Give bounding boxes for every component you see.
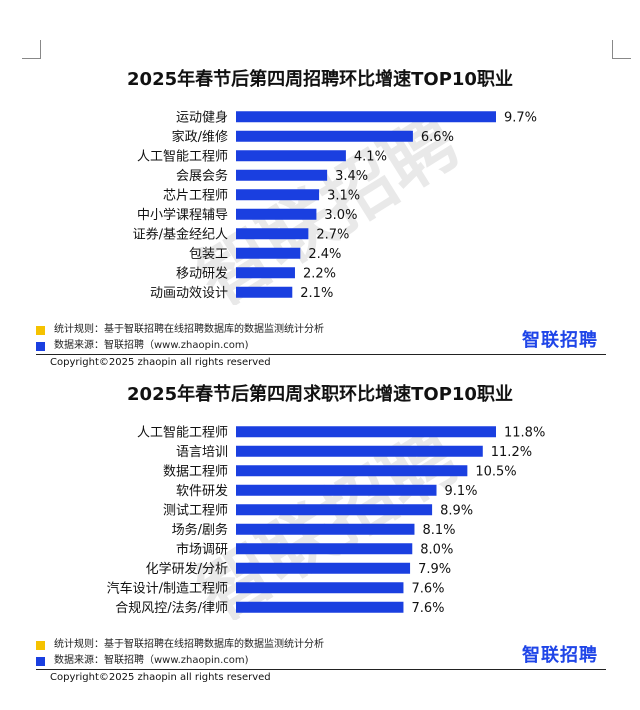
bar — [236, 208, 317, 220]
bar — [236, 267, 295, 279]
value-label: 7.6% — [411, 601, 444, 616]
jobseeker-growth-chart: 智联招聘 人工智能工程师 11.8%语言培训 11.2%数据工程师 10.5%软件研发… — [107, 415, 546, 620]
chart-title: 2025年春节后第四周求职环比增速TOP10职业 — [127, 384, 513, 405]
value-label: 9.7% — [504, 110, 537, 125]
chart-title: 2025年春节后第四周招聘环比增速TOP10职业 — [127, 69, 513, 90]
bar — [236, 150, 346, 162]
value-label: 8.9% — [440, 503, 473, 518]
bar — [236, 523, 415, 535]
category-label: 包装工 — [189, 247, 228, 262]
bar — [236, 445, 483, 457]
category-label: 测试工程师 — [163, 503, 228, 518]
category-label: 市场调研 — [176, 541, 228, 557]
category-label: 芯片工程师 — [163, 188, 228, 203]
source-marker-icon — [36, 341, 45, 351]
footer-notes: 统计规则：基于智联招聘在线招聘数据库的数据监测统计分析 数据来源：智联招聘（ww… — [36, 322, 324, 354]
source-note: 数据来源：智联招聘（www.zhaopin.com) — [36, 338, 324, 354]
rule-note: 统计规则：基于智联招聘在线招聘数据库的数据监测统计分析 — [36, 322, 324, 338]
category-label: 汽车设计/制造工程师 — [107, 580, 228, 596]
source-note: 数据来源：智联招聘（www.zhaopin.com) — [36, 653, 324, 669]
copyright: Copyright©2025 zhaopin all rights reserv… — [50, 672, 271, 683]
bar — [236, 562, 411, 574]
category-label: 证券/基金经纪人 — [133, 226, 228, 242]
category-label: 家政/维修 — [172, 129, 228, 145]
value-label: 3.1% — [327, 188, 360, 203]
value-label: 2.1% — [300, 286, 333, 301]
value-label: 11.2% — [491, 445, 532, 460]
category-label: 软件研发 — [176, 483, 228, 499]
bar — [236, 228, 309, 240]
footer-divider — [36, 669, 606, 670]
rule-text: 统计规则：基于智联招聘在线招聘数据库的数据监测统计分析 — [54, 639, 324, 650]
bar — [236, 189, 320, 201]
value-label: 2.7% — [316, 227, 349, 242]
crop-mark-top-right — [612, 40, 631, 59]
bar — [236, 601, 404, 613]
value-label: 11.8% — [504, 425, 545, 440]
bar — [236, 169, 328, 181]
value-label: 4.1% — [354, 149, 387, 164]
value-label: 7.6% — [411, 581, 444, 596]
copyright: Copyright©2025 zhaopin all rights reserv… — [50, 357, 271, 368]
bar — [236, 130, 413, 142]
bar — [236, 504, 433, 516]
rule-text: 统计规则：基于智联招聘在线招聘数据库的数据监测统计分析 — [54, 324, 324, 335]
footer-divider — [36, 354, 606, 355]
source-text: 数据来源：智联招聘（www.zhaopin.com) — [54, 655, 249, 666]
category-label: 中小学课程辅导 — [137, 207, 228, 223]
category-label: 语言培训 — [176, 444, 228, 460]
value-label: 2.2% — [303, 266, 336, 281]
category-label: 数据工程师 — [163, 464, 228, 479]
category-label: 化学研发/分析 — [146, 561, 228, 577]
zhaopin-logo: 智联招聘 — [522, 645, 598, 666]
recruitment-growth-chart: 智联招聘 运动健身 9.7%家政/维修 6.6%人工智能工程师 4.1%会展会务 3.4… — [133, 100, 537, 305]
category-label: 运动健身 — [176, 109, 228, 125]
category-label: 合规风控/法务/律师 — [115, 600, 228, 616]
bar — [236, 247, 301, 259]
value-label: 7.9% — [418, 562, 451, 577]
value-label: 9.1% — [445, 484, 478, 499]
footer-notes: 统计规则：基于智联招聘在线招聘数据库的数据监测统计分析 数据来源：智联招聘（ww… — [36, 637, 324, 669]
value-label: 2.4% — [308, 247, 341, 262]
category-label: 会展会务 — [176, 168, 228, 184]
value-label: 10.5% — [475, 464, 516, 479]
value-label: 6.6% — [421, 130, 454, 145]
category-label: 移动研发 — [176, 265, 228, 281]
bar — [236, 286, 293, 298]
bar — [236, 465, 468, 477]
category-label: 动画动效设计 — [150, 286, 228, 301]
source-marker-icon — [36, 656, 45, 666]
bar — [236, 582, 404, 594]
bar — [236, 426, 496, 438]
rule-marker-icon — [36, 325, 45, 335]
category-label: 人工智能工程师 — [137, 149, 228, 164]
zhaopin-logo: 智联招聘 — [522, 330, 598, 351]
value-label: 3.4% — [335, 169, 368, 184]
source-text: 数据来源：智联招聘（www.zhaopin.com) — [54, 340, 249, 351]
category-label: 人工智能工程师 — [137, 425, 228, 440]
crop-mark-top-left — [22, 40, 41, 59]
rule-marker-icon — [36, 640, 45, 650]
bar — [236, 543, 413, 555]
value-label: 8.0% — [420, 542, 453, 557]
category-label: 场务/剧务 — [172, 522, 228, 538]
bar — [236, 111, 496, 123]
bar — [236, 484, 437, 496]
value-label: 3.0% — [324, 208, 357, 223]
value-label: 8.1% — [422, 523, 455, 538]
rule-note: 统计规则：基于智联招聘在线招聘数据库的数据监测统计分析 — [36, 637, 324, 653]
